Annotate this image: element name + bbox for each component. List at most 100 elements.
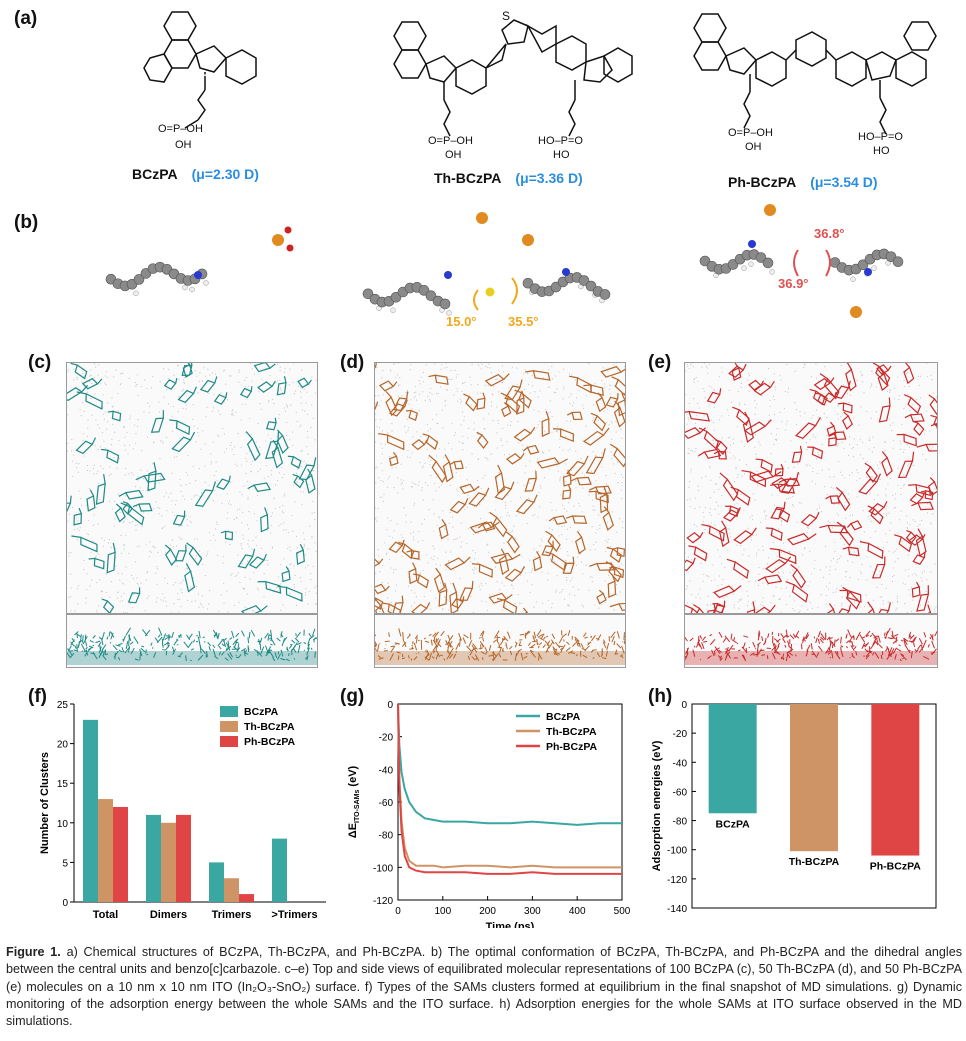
sam-molecule xyxy=(719,520,730,548)
sam-molecule xyxy=(490,552,521,564)
sam-chain xyxy=(887,602,892,611)
ito-atom xyxy=(548,527,551,529)
sam-side-stroke xyxy=(280,649,284,657)
ito-atom xyxy=(123,592,125,595)
ito-atom xyxy=(920,577,922,579)
ito-atom xyxy=(236,574,238,576)
ito-atom xyxy=(281,510,283,512)
ito-atom xyxy=(295,604,298,606)
ito-atom xyxy=(181,390,183,392)
sam-ring xyxy=(449,591,459,613)
sam-chain xyxy=(784,556,792,564)
ito-atom xyxy=(435,455,438,457)
sam-side-stroke xyxy=(285,658,290,662)
sam-molecule xyxy=(253,363,276,373)
ito-atom xyxy=(130,522,132,524)
ito-atom xyxy=(783,407,785,409)
ito-atom xyxy=(103,539,105,541)
ito-atom xyxy=(401,395,403,397)
ito-atom xyxy=(811,573,813,575)
ito-atom xyxy=(195,480,197,482)
sam-side-stroke xyxy=(99,644,102,652)
sam-side-stroke xyxy=(125,641,129,649)
sam-chain xyxy=(247,484,255,490)
sam-molecule xyxy=(837,402,853,414)
sam-side-stroke xyxy=(555,653,559,656)
ph-bczpa-name: Ph-BCzPA xyxy=(728,174,797,190)
sam-side-stroke xyxy=(218,645,222,650)
sam-chain xyxy=(819,524,829,529)
ito-atom xyxy=(166,388,168,391)
sam-chain xyxy=(271,380,276,387)
ito-atom xyxy=(213,394,215,396)
sam-ring xyxy=(733,561,749,580)
ito-atom xyxy=(773,504,776,506)
ito-atom xyxy=(128,552,130,555)
ito-atom xyxy=(702,580,704,583)
ito-atom xyxy=(120,595,122,597)
sam-side-stroke xyxy=(452,653,457,659)
ito-atom xyxy=(739,415,741,417)
ito-atom xyxy=(508,515,511,517)
ito-atom xyxy=(382,565,384,567)
ito-atom xyxy=(391,387,393,390)
ito-atom xyxy=(407,576,410,578)
ito-atom xyxy=(789,497,791,499)
sam-side-stroke xyxy=(432,644,438,652)
x-axis-label: Time (ps) xyxy=(486,921,535,928)
sam-ring xyxy=(743,421,767,436)
ito-atom xyxy=(418,393,421,395)
sam-chain xyxy=(269,363,276,369)
sam-molecule xyxy=(75,437,97,455)
ito-atom xyxy=(67,406,68,408)
ito-atom xyxy=(728,389,730,391)
ito-atom xyxy=(575,397,578,399)
ito-atom xyxy=(794,402,796,404)
ito-atom xyxy=(759,444,761,446)
ito-atom xyxy=(407,585,410,587)
ito-atom xyxy=(444,528,446,530)
sam-side-stroke xyxy=(192,639,196,643)
ito-atom xyxy=(709,467,711,469)
ito-atom xyxy=(878,570,881,572)
x-tick-label: Dimers xyxy=(150,909,187,921)
ito-atom xyxy=(235,531,237,533)
ito-atom xyxy=(138,479,140,481)
sam-molecule xyxy=(750,470,782,483)
sam-chain xyxy=(733,585,742,592)
ito-atom xyxy=(375,386,377,388)
ito-atom xyxy=(456,390,458,392)
ito-atom xyxy=(461,541,463,543)
ito-atom xyxy=(571,577,573,579)
sam-ring xyxy=(296,549,305,565)
ito-atom xyxy=(194,538,196,540)
ito-atom xyxy=(557,470,559,472)
ito-atom xyxy=(876,586,878,588)
ito-atom xyxy=(483,427,485,430)
ito-atom xyxy=(166,582,169,585)
sam-side-stroke xyxy=(558,645,564,648)
sam-molecule xyxy=(733,527,757,545)
ito-atom xyxy=(879,607,881,609)
sam-side-stroke xyxy=(567,650,574,654)
sam-chain xyxy=(190,363,193,366)
ito-atom xyxy=(77,471,79,473)
ito-atom xyxy=(903,379,905,382)
sam-ring xyxy=(411,439,426,451)
ito-atom xyxy=(868,605,871,608)
ito-atom xyxy=(243,588,245,591)
sam-side-stroke xyxy=(146,653,149,656)
sam-chain xyxy=(757,576,766,582)
ito-atom xyxy=(302,409,304,411)
ito-atom xyxy=(280,523,282,525)
ito-atom xyxy=(292,431,294,433)
ito-atom xyxy=(166,605,168,607)
ito-atom xyxy=(240,419,242,421)
sam-chain xyxy=(463,556,471,564)
sam-ring xyxy=(375,583,387,595)
sam-chain xyxy=(565,515,573,519)
ito-atom xyxy=(413,602,416,604)
sam-ring xyxy=(106,449,120,464)
sam-ring xyxy=(111,410,122,422)
ito-atom xyxy=(387,432,389,434)
